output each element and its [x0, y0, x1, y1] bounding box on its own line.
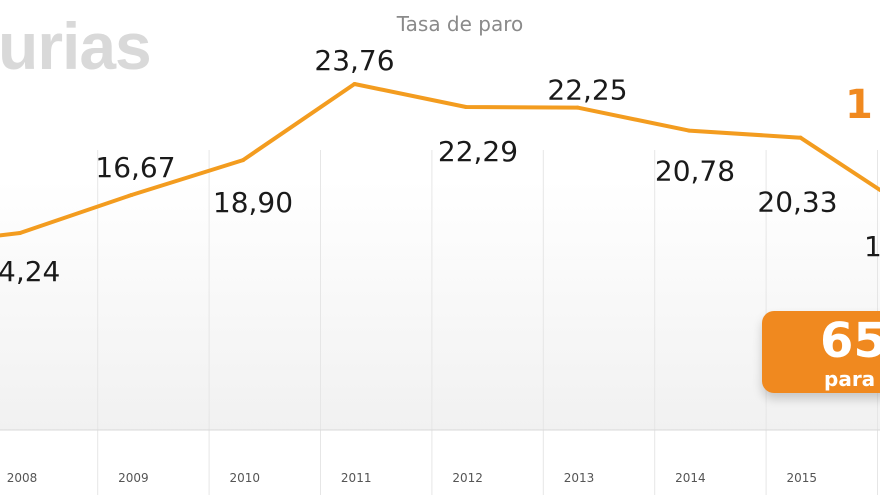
data-point	[129, 192, 134, 197]
x-tick-label: 2015	[787, 471, 818, 485]
callout-text: para	[824, 367, 876, 391]
data-point	[464, 105, 468, 110]
data-point	[575, 105, 580, 110]
x-tick-label: 2013	[564, 471, 595, 485]
partial-label: 1	[864, 230, 880, 263]
callout-badge: 65 para	[762, 311, 880, 393]
series-line	[0, 82, 880, 238]
data-label: 4,24	[0, 255, 60, 288]
data-point	[352, 82, 357, 86]
callout-number: 65	[820, 313, 880, 369]
data-label: 20,78	[655, 155, 735, 188]
x-tick-label: 2008	[7, 471, 38, 485]
x-tick-label: 2014	[675, 471, 706, 485]
data-label: 20,33	[757, 186, 837, 219]
data-point	[241, 158, 245, 163]
x-tick-label: 2012	[452, 471, 483, 485]
data-label: 16,67	[95, 151, 175, 184]
data-point	[18, 231, 22, 235]
data-label: 22,25	[547, 74, 627, 107]
data-label: 22,29	[438, 135, 518, 168]
brand-logo-text: urias	[0, 9, 152, 83]
data-label: 23,76	[314, 44, 394, 77]
data-point	[687, 128, 691, 133]
x-tick-label: 2011	[341, 471, 372, 485]
x-tick-label: 2009	[118, 471, 149, 485]
data-point	[798, 135, 803, 140]
x-tick-label: 2010	[230, 471, 261, 485]
data-label: 18,90	[213, 186, 293, 219]
chart-title: Tasa de paro	[396, 12, 524, 36]
partial-label-highlight: 1	[845, 82, 873, 128]
